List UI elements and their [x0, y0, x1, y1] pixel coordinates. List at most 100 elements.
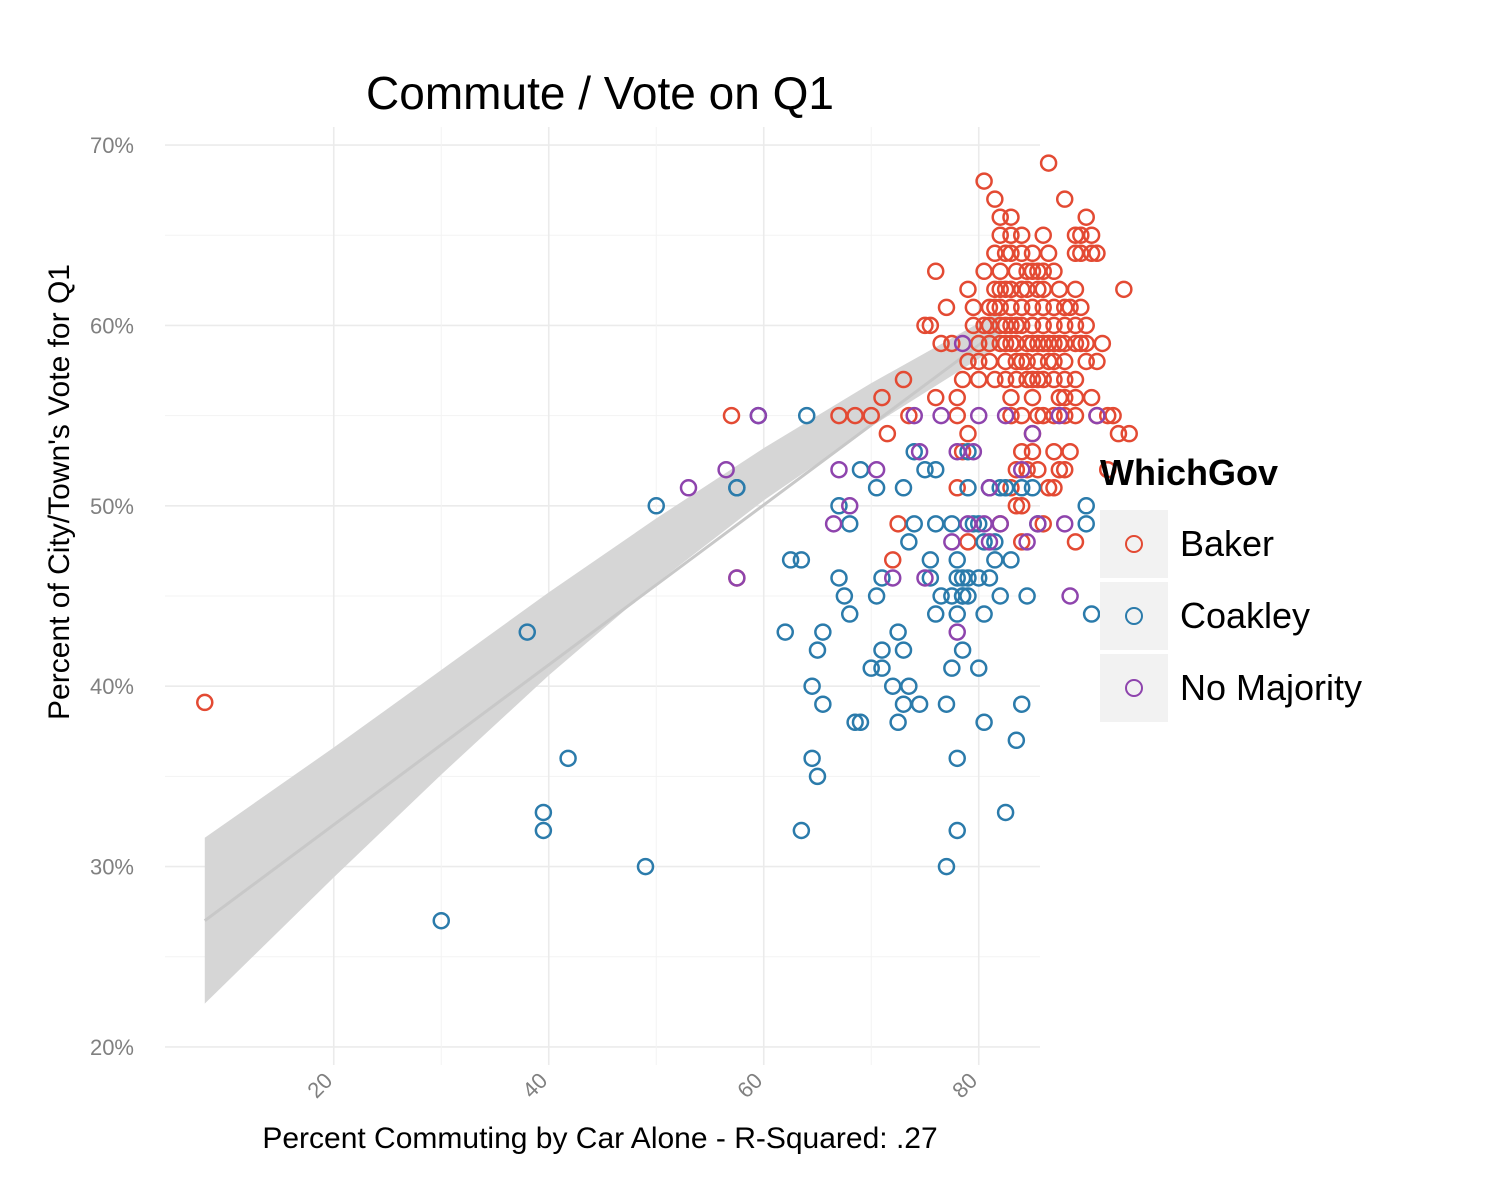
data-point-baker — [1066, 533, 1085, 551]
data-point-baker — [1055, 460, 1074, 479]
data-point-coakley — [948, 551, 966, 569]
legend-key — [1100, 510, 1168, 578]
data-point-baker — [1018, 352, 1036, 371]
data-point-no-majority — [943, 533, 961, 551]
data-point-baker — [969, 352, 988, 371]
data-point-no-majority — [1055, 515, 1074, 533]
data-point-baker — [1018, 460, 1036, 479]
data-point-coakley — [1077, 515, 1095, 533]
data-point-no-majority — [867, 460, 886, 479]
data-point-baker — [991, 334, 1009, 353]
data-point-baker — [1039, 154, 1058, 172]
data-point-baker — [1039, 244, 1058, 263]
legend-key — [1100, 654, 1168, 722]
circle-marker-icon — [1125, 535, 1143, 553]
data-point-baker — [1012, 442, 1031, 461]
y-axis-label: Percent of City/Town's Vote for Q1 — [43, 264, 76, 720]
data-point-baker — [1082, 226, 1101, 244]
data-point-baker — [1023, 370, 1042, 389]
data-point-coakley — [964, 515, 983, 533]
data-point-coakley — [846, 713, 864, 732]
data-point-baker — [986, 370, 1004, 389]
x-axis-label: Percent Commuting by Car Alone - R-Squar… — [262, 1122, 938, 1155]
data-point-no-majority — [996, 406, 1015, 425]
data-point-baker — [1115, 280, 1133, 299]
x-tick-label: 20 — [302, 1068, 337, 1103]
data-point-baker — [1120, 424, 1138, 443]
data-point-coakley — [808, 767, 827, 786]
data-point-coakley — [937, 695, 956, 713]
data-point-coakley — [926, 605, 945, 623]
data-point-no-majority — [975, 515, 993, 533]
data-point-baker — [1082, 388, 1101, 407]
data-point-baker — [932, 334, 950, 353]
data-point-baker — [948, 479, 966, 497]
data-point-baker — [1023, 388, 1042, 407]
legend-key — [1100, 582, 1168, 650]
data-point-coakley — [905, 515, 923, 533]
data-point-coakley — [948, 749, 966, 768]
data-point-no-majority — [717, 460, 735, 479]
data-point-coakley — [1012, 695, 1031, 713]
data-point-baker — [1012, 226, 1031, 244]
data-point-coakley — [900, 533, 918, 551]
data-point-baker — [1023, 262, 1042, 281]
data-point-baker — [1061, 442, 1079, 461]
data-point-coakley — [969, 515, 988, 533]
data-point-no-majority — [1018, 533, 1036, 551]
data-point-coakley — [432, 911, 451, 930]
data-point-no-majority — [953, 334, 972, 353]
data-point-coakley — [1082, 605, 1101, 623]
data-point-no-majority — [1023, 424, 1042, 443]
data-point-baker — [1034, 515, 1052, 533]
data-point-coakley — [873, 569, 891, 587]
data-point-coakley — [851, 713, 870, 732]
data-point-coakley — [910, 695, 929, 713]
data-point-baker — [1072, 298, 1090, 317]
data-point-coakley — [948, 569, 966, 587]
data-point-baker — [1012, 244, 1031, 263]
data-point-coakley — [921, 551, 940, 569]
data-point-baker — [1034, 316, 1052, 335]
data-point-coakley — [980, 569, 999, 587]
data-point-coakley — [905, 442, 923, 461]
data-point-no-majority — [964, 442, 983, 461]
data-point-coakley — [916, 460, 934, 479]
data-point-baker — [1002, 208, 1020, 226]
data-point-baker — [1088, 244, 1106, 263]
data-point-coakley — [943, 659, 961, 677]
data-point-baker — [926, 388, 945, 407]
data-point-baker — [1034, 262, 1052, 281]
data-point-baker — [1034, 334, 1052, 353]
data-point-baker — [1055, 298, 1074, 317]
data-point-coakley — [792, 821, 811, 840]
data-point-coakley — [840, 515, 859, 533]
chart-title: Commute / Vote on Q1 — [366, 67, 834, 119]
data-point-coakley — [830, 569, 848, 587]
data-point-baker — [1093, 334, 1112, 353]
data-point-baker — [1066, 280, 1085, 299]
data-point-baker — [1002, 316, 1020, 335]
data-point-baker — [980, 298, 999, 317]
data-point-baker — [878, 424, 897, 443]
data-point-coakley — [986, 551, 1004, 569]
data-point-baker — [1034, 298, 1052, 317]
legend-label: Coakley — [1180, 595, 1311, 636]
data-point-coakley — [991, 587, 1009, 605]
data-point-coakley — [894, 479, 913, 497]
data-point-coakley — [873, 641, 891, 659]
data-point-baker — [1109, 424, 1128, 443]
data-point-baker — [1050, 280, 1069, 299]
data-point-coakley — [943, 515, 961, 533]
data-point-coakley — [803, 749, 821, 768]
data-point-coakley — [926, 515, 945, 533]
data-point-baker — [1077, 208, 1095, 226]
confidence-band-layer — [203, 310, 1002, 1004]
x-tick-label: 40 — [517, 1068, 552, 1103]
data-point-coakley — [830, 497, 848, 515]
data-point-no-majority — [948, 623, 966, 641]
data-point-baker — [1045, 352, 1063, 371]
data-point-baker — [1055, 406, 1074, 425]
data-point-baker — [1034, 370, 1052, 389]
data-point-baker — [1077, 352, 1095, 371]
